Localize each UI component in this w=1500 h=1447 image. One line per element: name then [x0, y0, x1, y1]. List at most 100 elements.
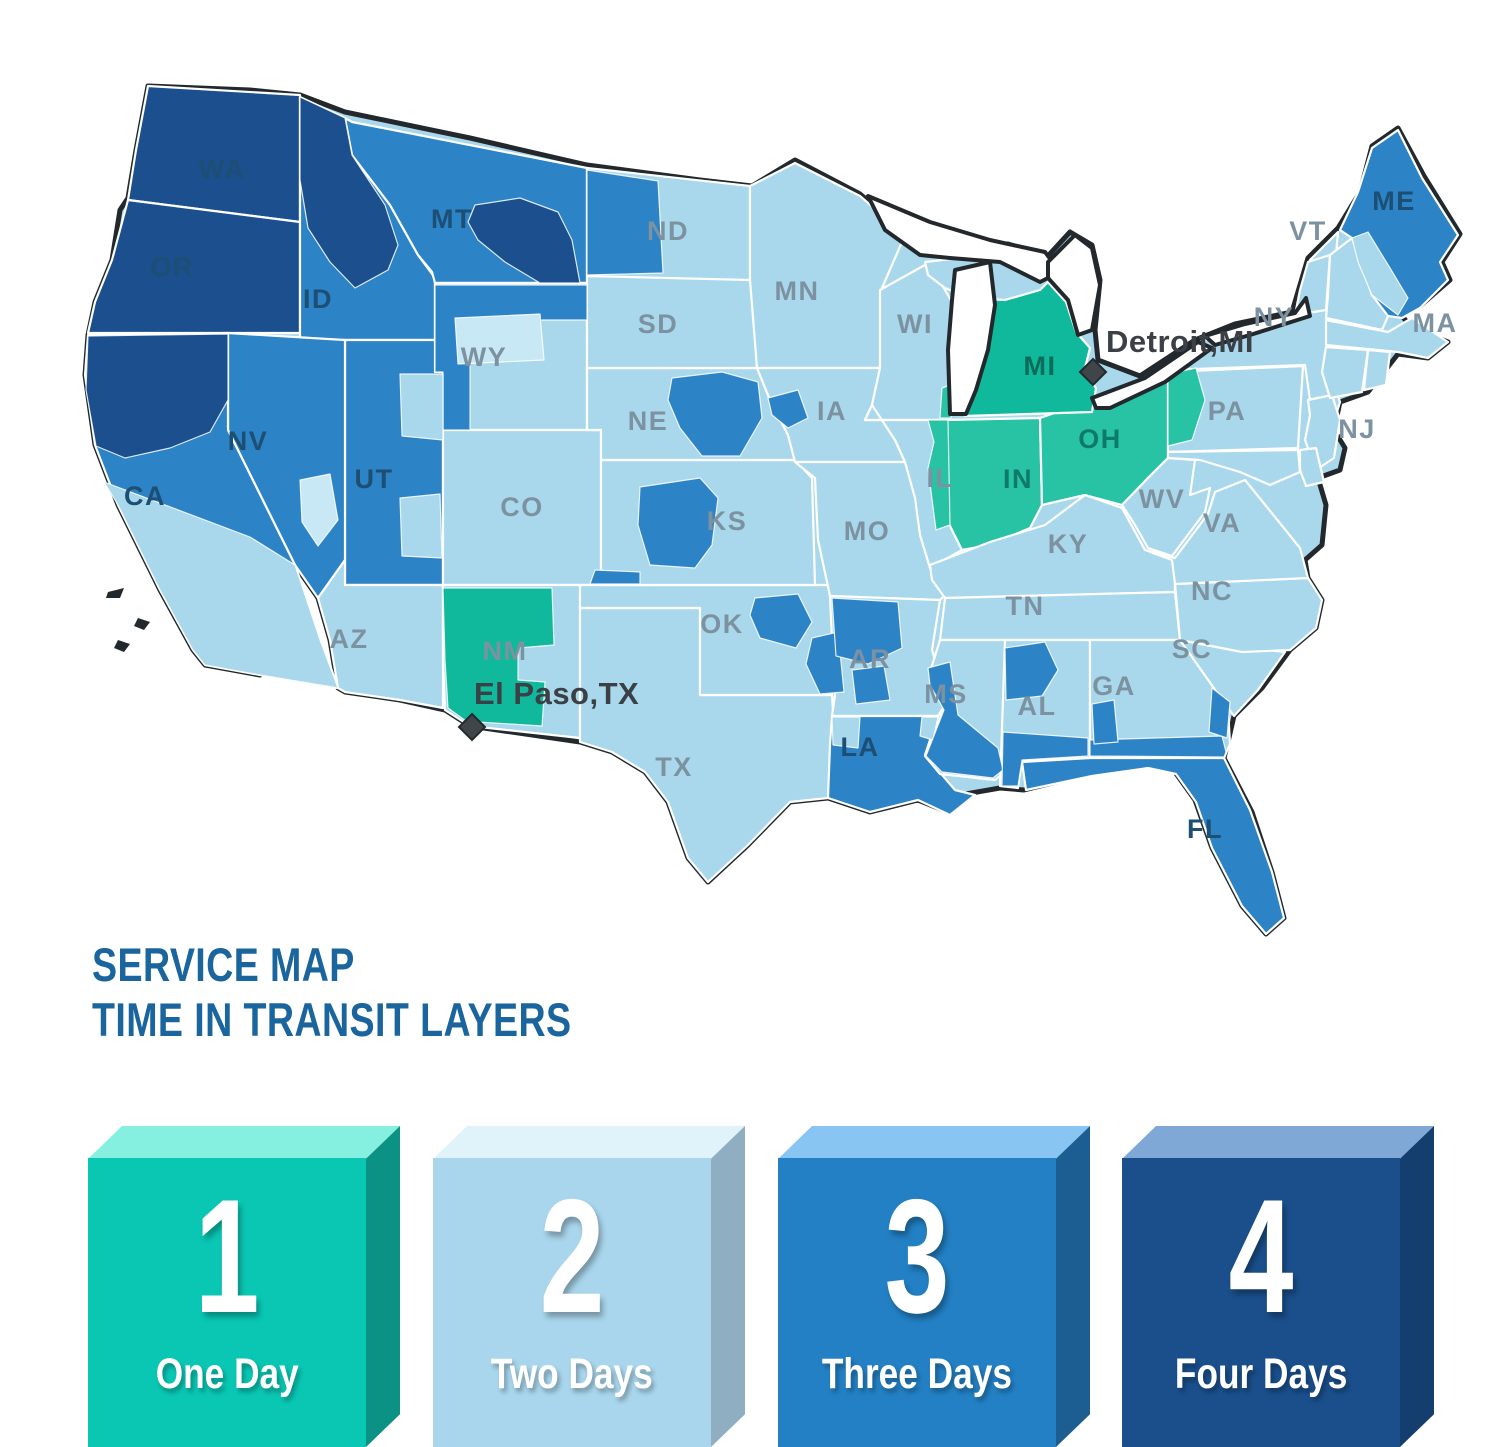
- zone-patch-AR: [851, 665, 891, 705]
- state-label-TX: TX: [655, 752, 693, 782]
- state-label-UT: UT: [355, 464, 394, 494]
- legend-block-one-day-top-face: [88, 1126, 400, 1159]
- zone-patch-KS: [637, 477, 719, 569]
- legend-block-two-days-side-face: [711, 1126, 745, 1447]
- state-label-KY: KY: [1048, 529, 1089, 559]
- state-label-PA: PA: [1208, 396, 1247, 426]
- state-label-CO: CO: [500, 492, 544, 522]
- state-label-WV: WV: [1139, 484, 1186, 514]
- zone-patch-GA: [1091, 699, 1119, 745]
- zone-patch-CA: [103, 481, 339, 689]
- state-label-TN: TN: [1006, 591, 1045, 621]
- state-LA: [826, 714, 977, 817]
- state-label-AR: AR: [849, 644, 891, 674]
- state-RI: [1362, 348, 1392, 392]
- state-label-NV: NV: [228, 426, 269, 456]
- legend-block-four-days-front-face: 4 Four Days: [1122, 1158, 1400, 1447]
- state-label-NJ: NJ: [1338, 414, 1376, 444]
- state-label-AZ: AZ: [330, 624, 369, 654]
- zone-patch-NM: [442, 587, 555, 727]
- state-CT: [1320, 345, 1370, 400]
- state-MD: [1166, 448, 1302, 487]
- legend-number: 3: [884, 1166, 950, 1347]
- lake-superior: [866, 194, 1062, 284]
- state-label-IA: IA: [817, 396, 847, 426]
- legend-label: Two Days: [491, 1350, 653, 1398]
- state-label-KS: KS: [707, 506, 748, 536]
- channel-island-3: [114, 640, 130, 652]
- state-label-OR: OR: [150, 252, 194, 282]
- state-label-MT: MT: [431, 204, 473, 234]
- legend-block-one-day-front-face: 1 One Day: [88, 1158, 366, 1447]
- zone-patch-ME: [1351, 231, 1409, 316]
- state-TN: [938, 590, 1182, 642]
- channel-island-2: [134, 618, 150, 630]
- state-label-LA: LA: [841, 732, 880, 762]
- zone-patch-ND: [586, 169, 664, 276]
- zone-patch-GA: [1089, 735, 1227, 758]
- zone-patch-MT: [467, 197, 581, 284]
- state-FL: [1020, 756, 1286, 936]
- zone-patch-LA: [831, 716, 861, 749]
- legend-block-two-days-front-face: 2 Two Days: [433, 1158, 711, 1447]
- state-label-ND: ND: [647, 216, 689, 246]
- channel-island-1: [106, 588, 124, 598]
- state-label-ID: ID: [303, 284, 333, 314]
- state-label-NC: NC: [1191, 576, 1233, 606]
- state-label-NE: NE: [628, 406, 669, 436]
- state-KY: [928, 493, 1177, 600]
- legend-block-four-days-side-face: [1400, 1126, 1434, 1447]
- state-label-VA: VA: [1203, 508, 1242, 538]
- zone-patch-IL: [927, 419, 951, 531]
- state-label-GA: GA: [1092, 671, 1136, 701]
- legend-block-four-days: 4 Four Days: [1122, 1126, 1434, 1447]
- state-label-SD: SD: [638, 309, 679, 339]
- legend-block-three-days-side-face: [1056, 1126, 1090, 1447]
- state-label-CA: CA: [124, 481, 166, 511]
- state-label-IN: IN: [1003, 464, 1033, 494]
- zone-patch-AR: [831, 597, 903, 665]
- state-label-OK: OK: [700, 609, 744, 639]
- state-WV: [1120, 456, 1212, 558]
- zone-patch-CA: [85, 333, 229, 459]
- title-line-1: SERVICE MAP: [92, 938, 355, 991]
- legend-label: Three Days: [821, 1350, 1013, 1398]
- legend-number: 4: [1228, 1166, 1294, 1347]
- state-VA: [1148, 478, 1310, 586]
- legend-label: Four Days: [1174, 1350, 1348, 1398]
- state-NC: [1173, 576, 1324, 654]
- state-label-FL: FL: [1187, 814, 1223, 844]
- city-marker-icon: [1078, 357, 1108, 387]
- state-label-WA: WA: [199, 154, 246, 184]
- transit-legend: 1 One Day 2 Two Days 3 Three Days 4: [0, 1126, 1500, 1447]
- page-title: SERVICE MAP TIME IN TRANSIT LAYERS: [92, 938, 691, 1047]
- zone-patch-MS: [925, 661, 1004, 779]
- state-label-MO: MO: [844, 516, 891, 546]
- zone-patch-GA: [1208, 687, 1231, 739]
- state-label-OH: OH: [1078, 424, 1122, 454]
- state-label-MA: MA: [1413, 308, 1458, 338]
- title-line-2: TIME IN TRANSIT LAYERS: [92, 992, 572, 1046]
- state-label-WY: WY: [461, 342, 508, 372]
- legend-block-two-days-top-face: [433, 1126, 745, 1159]
- state-label-WI: WI: [897, 309, 933, 339]
- zone-patch-WY: [454, 313, 545, 365]
- zone-patch-UT: [399, 493, 443, 559]
- zone-patch-ID: [299, 96, 399, 289]
- legend-number: 1: [194, 1166, 260, 1347]
- legend-block-one-day-side-face: [366, 1126, 400, 1447]
- lake-ontario: [1203, 296, 1312, 347]
- legend-block-three-days: 3 Three Days: [778, 1126, 1090, 1447]
- state-DE: [1298, 446, 1326, 488]
- city-label: El Paso,TX: [474, 676, 639, 711]
- state-label-NM: NM: [483, 636, 528, 666]
- zone-patch-NV: [299, 473, 339, 547]
- state-label-MS: MS: [924, 679, 968, 709]
- legend-block-two-days: 2 Two Days: [433, 1126, 745, 1447]
- zone-patch-AL: [1001, 731, 1089, 787]
- state-label-IL: IL: [927, 463, 954, 493]
- zone-patch-UT: [399, 373, 444, 441]
- state-label-MI: MI: [1024, 351, 1057, 381]
